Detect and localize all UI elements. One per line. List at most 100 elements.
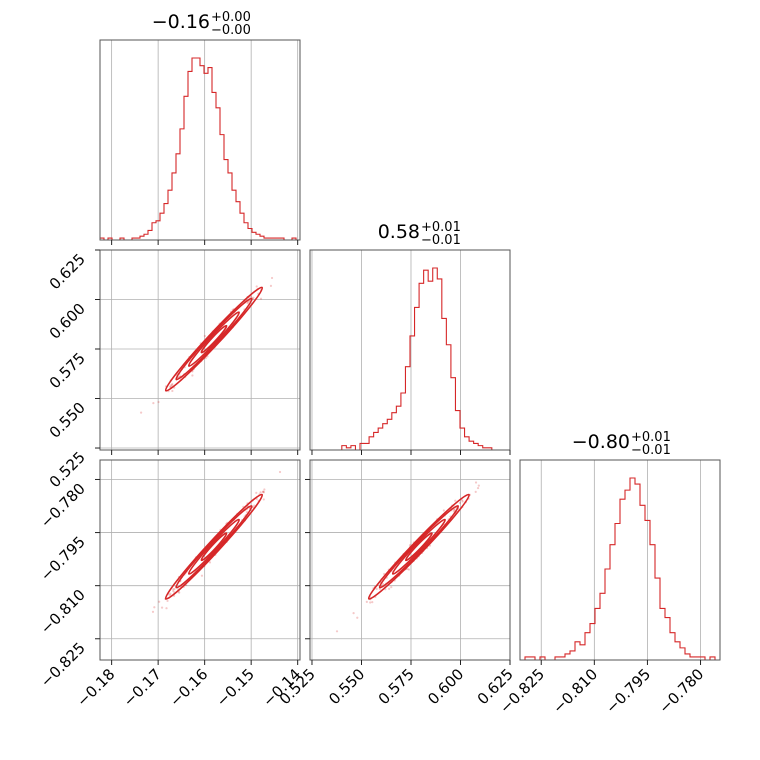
scatter-0-2-point	[166, 599, 169, 603]
scatter-0-2-point	[169, 592, 172, 595]
scatter-0-1-point	[252, 296, 255, 299]
scatter-1-2-xtick-label: 0.550	[325, 665, 368, 708]
scatter-0-2-point	[263, 488, 266, 491]
scatter-0-2-contour	[175, 505, 253, 589]
scatter-1-2-point	[452, 510, 455, 513]
scatter-0-1-point	[168, 385, 172, 388]
scatter-0-2-point	[160, 606, 164, 609]
scatter-1-2-point	[407, 568, 411, 571]
scatter-0-2-point	[158, 600, 161, 603]
title-2-upper: +0.01	[631, 430, 671, 445]
histogram-2-step	[520, 477, 720, 661]
scatter-0-1-contour	[200, 324, 228, 354]
histogram-1-frame	[309, 249, 511, 451]
scatter-1-2-contour	[367, 493, 470, 600]
scatter-0-2-xtick-label: −0.15	[213, 665, 258, 710]
scatter-0-2-point	[253, 504, 256, 507]
scatter-1-2-xtick-label: 0.575	[375, 665, 418, 708]
title-0-value: −0.16	[152, 11, 210, 33]
scatter-1-2-point	[375, 587, 378, 591]
scatter-0-1-ytick-label: 0.625	[46, 250, 89, 293]
scatter-0-2-point	[200, 574, 204, 577]
scatter-1-2-point	[406, 567, 409, 571]
scatter-0-2-point	[151, 610, 155, 613]
scatter-0-2-point	[178, 591, 181, 594]
scatter-0-1-point	[255, 285, 258, 288]
scatter-0-1-ytick-label: 0.575	[46, 349, 89, 392]
scatter-0-2-xtick-label: −0.18	[73, 665, 118, 710]
scatter-1-2-point	[442, 509, 445, 512]
scatter-0-2-frame	[99, 459, 301, 661]
scatter-1-2-point	[356, 616, 359, 619]
title-0-upper: +0.00	[211, 10, 251, 25]
scatter-0-1-ytick-label: 0.550	[46, 399, 89, 442]
scatter-1-2-point	[369, 601, 372, 604]
title-1-lower: −0.01	[421, 233, 461, 248]
scatter-1-2-point	[476, 486, 480, 490]
scatter-0-1-point	[270, 276, 274, 280]
scatter-0-2-contour	[187, 518, 240, 575]
scatter-1-2-frame	[309, 459, 511, 661]
title-1-value: 0.58	[378, 221, 420, 243]
scatter-0-1-frame	[99, 249, 301, 451]
scatter-0-1-point	[170, 384, 173, 387]
scatter-0-2-point	[262, 491, 265, 494]
scatter-1-2-point	[382, 583, 385, 586]
scatter-0-1-point	[171, 389, 174, 393]
scatter-1-2-point	[365, 600, 368, 603]
scatter-1-2-point	[388, 587, 391, 590]
scatter-0-1-point	[248, 299, 251, 303]
scatter-0-1-ytick-label: 0.525	[46, 448, 89, 491]
scatter-0-2-point	[153, 606, 156, 609]
scatter-0-2-xtick-label: −0.16	[166, 665, 211, 710]
scatter-1-2-point	[461, 500, 464, 503]
scatter-0-2-contour	[200, 532, 228, 562]
titles: −0.16 +0.00−0.000.58 +0.01−0.01−0.80 +0.01−…	[152, 10, 671, 458]
title-0-lower: −0.00	[211, 23, 251, 38]
histogram-0-frame	[99, 39, 301, 241]
title-1-upper: +0.01	[421, 220, 461, 235]
scatter-1-2-xtick-label: 0.600	[424, 665, 467, 708]
scatter-0-1-point	[171, 384, 174, 387]
scatter-0-1-point	[203, 334, 206, 338]
title-2: −0.80 +0.01−0.01	[572, 430, 671, 458]
histogram-0-step	[100, 57, 300, 241]
scatter-1-2-point	[352, 612, 355, 615]
title-1: 0.58 +0.01−0.01	[378, 220, 461, 248]
scatter-1-2-point	[474, 490, 477, 493]
scatter-1-2-point	[408, 544, 412, 547]
scatter-0-2-point	[165, 607, 168, 610]
title-2-value: −0.80	[572, 431, 630, 453]
scatter-0-2-contour	[164, 493, 264, 600]
scatter-0-2-point	[208, 561, 212, 564]
scatter-1-2-point	[371, 601, 374, 604]
scatter-1-2-point	[458, 501, 462, 505]
title-2-lower: −0.01	[631, 443, 671, 458]
scatter-0-1-point	[139, 411, 143, 414]
scatter-0-1-point	[191, 374, 194, 377]
scatter-0-2-ytick-label: −0.795	[37, 533, 89, 585]
scatter-0-2-ytick-label: −0.825	[37, 639, 89, 691]
histogram-1-step	[310, 267, 510, 451]
scatter-0-2-point	[262, 498, 265, 501]
scatter-0-2-ytick-label: −0.810	[37, 586, 89, 638]
scatter-0-1-point	[171, 382, 174, 386]
histogram-2-xtick-label: −0.810	[549, 665, 601, 717]
scatter-0-2-point	[173, 587, 176, 591]
scatter-1-2-point	[390, 586, 393, 589]
scatter-0-2-point	[172, 588, 175, 591]
scatter-1-2-point	[477, 484, 480, 487]
scatter-1-2-contour	[378, 504, 460, 589]
scatter-0-2-point	[261, 490, 265, 493]
scatter-0-1-point	[246, 300, 250, 304]
scatter-1-2-point	[453, 508, 456, 511]
scatter-1-2-contour	[391, 518, 446, 575]
scatter-1-2-point	[461, 499, 464, 502]
scatter-0-1-contour	[164, 286, 264, 392]
scatter-0-2-xtick-label: −0.17	[120, 665, 165, 710]
scatter-0-1-point	[259, 297, 263, 300]
scatter-0-1-point	[246, 302, 249, 305]
histogram-2-xtick-label: −0.780	[655, 665, 707, 717]
scatter-1-2-point	[454, 499, 457, 502]
